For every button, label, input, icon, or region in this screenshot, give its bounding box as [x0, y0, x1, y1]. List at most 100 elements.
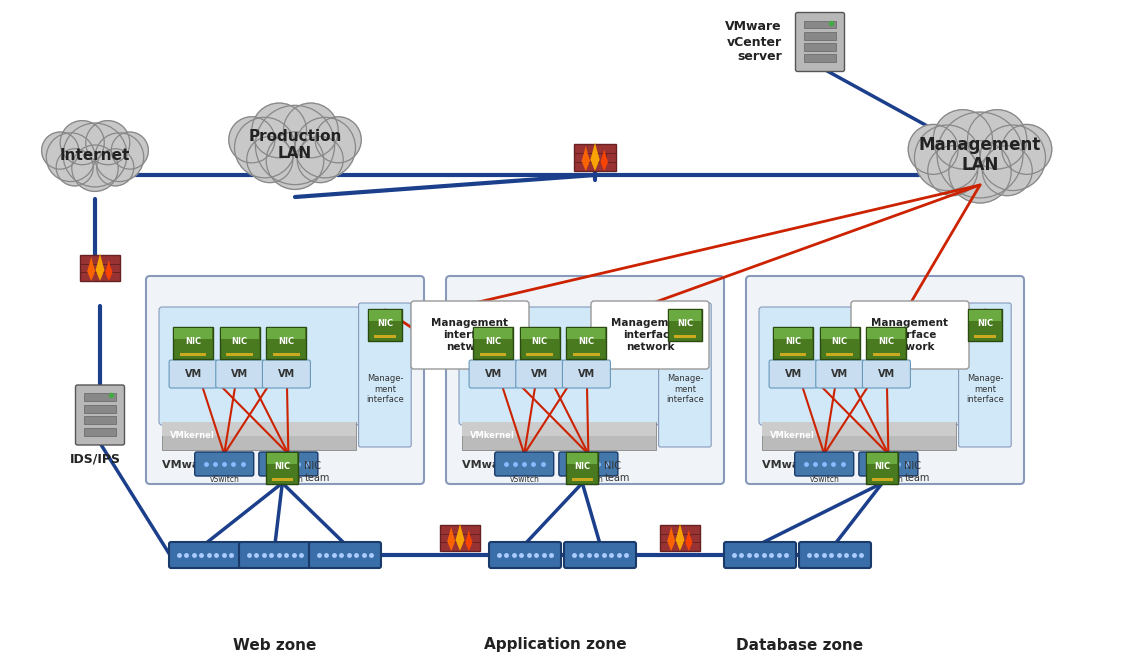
FancyBboxPatch shape [660, 525, 700, 551]
FancyBboxPatch shape [795, 13, 844, 71]
Text: Manage-
ment
interface: Manage- ment interface [666, 374, 704, 404]
FancyBboxPatch shape [459, 307, 659, 425]
FancyBboxPatch shape [216, 360, 264, 388]
FancyBboxPatch shape [268, 453, 297, 463]
FancyBboxPatch shape [867, 453, 897, 463]
FancyBboxPatch shape [674, 334, 696, 338]
Circle shape [72, 145, 118, 191]
Text: VM: VM [485, 369, 502, 379]
Text: Production
LAN: Production LAN [248, 129, 342, 162]
Text: Manage-
ment
interface: Manage- ment interface [366, 374, 404, 404]
Circle shape [63, 123, 127, 187]
FancyBboxPatch shape [368, 310, 400, 320]
FancyBboxPatch shape [411, 301, 529, 369]
FancyBboxPatch shape [820, 328, 859, 338]
Circle shape [267, 132, 324, 189]
Polygon shape [581, 146, 590, 171]
Text: Manage-
ment
interface: Manage- ment interface [966, 374, 1003, 404]
Text: Management
interface
network: Management interface network [431, 318, 508, 352]
Text: vSwitch: vSwitch [509, 475, 539, 483]
FancyBboxPatch shape [573, 353, 599, 356]
Text: vSwitch: vSwitch [273, 475, 303, 483]
FancyBboxPatch shape [866, 452, 898, 484]
FancyBboxPatch shape [162, 422, 357, 450]
FancyBboxPatch shape [273, 353, 300, 356]
Circle shape [97, 149, 134, 186]
FancyBboxPatch shape [669, 310, 701, 320]
FancyBboxPatch shape [567, 453, 597, 463]
FancyBboxPatch shape [746, 276, 1024, 484]
Circle shape [86, 120, 129, 165]
FancyBboxPatch shape [866, 327, 906, 359]
FancyBboxPatch shape [769, 360, 817, 388]
FancyBboxPatch shape [804, 32, 836, 40]
FancyBboxPatch shape [851, 301, 969, 369]
Text: VM: VM [785, 369, 802, 379]
FancyBboxPatch shape [762, 422, 956, 450]
Circle shape [948, 140, 1011, 203]
FancyBboxPatch shape [309, 542, 381, 568]
FancyBboxPatch shape [859, 452, 917, 476]
Polygon shape [466, 530, 472, 551]
Text: NIC: NIC [532, 337, 548, 346]
FancyBboxPatch shape [968, 309, 1002, 341]
Text: VM: VM [578, 369, 595, 379]
Text: VM: VM [832, 369, 849, 379]
FancyBboxPatch shape [462, 422, 657, 436]
Text: VMware ESX: VMware ESX [762, 460, 841, 470]
Text: NIC: NIC [785, 337, 801, 346]
FancyBboxPatch shape [795, 452, 853, 476]
FancyBboxPatch shape [262, 360, 310, 388]
FancyBboxPatch shape [374, 334, 396, 338]
Text: vSwitch: vSwitch [573, 475, 603, 483]
Text: VM: VM [184, 369, 201, 379]
Text: NIC: NIC [232, 337, 248, 346]
FancyBboxPatch shape [85, 416, 116, 424]
Circle shape [61, 120, 104, 165]
FancyBboxPatch shape [974, 334, 996, 338]
Polygon shape [447, 527, 455, 551]
FancyBboxPatch shape [239, 542, 311, 568]
Text: VMkernel: VMkernel [470, 432, 515, 440]
Polygon shape [87, 257, 95, 281]
Text: NIC
team: NIC team [604, 461, 629, 483]
FancyBboxPatch shape [488, 542, 561, 568]
FancyBboxPatch shape [358, 303, 411, 447]
Text: VM: VM [231, 369, 248, 379]
Text: IDS/IPS: IDS/IPS [70, 453, 120, 466]
FancyBboxPatch shape [162, 422, 357, 436]
Text: NIC: NIC [185, 337, 201, 346]
FancyBboxPatch shape [272, 477, 293, 481]
FancyBboxPatch shape [591, 301, 709, 369]
FancyBboxPatch shape [85, 428, 116, 436]
Text: VMware ESX: VMware ESX [462, 460, 540, 470]
Polygon shape [601, 149, 607, 171]
FancyBboxPatch shape [516, 360, 564, 388]
Circle shape [934, 110, 993, 169]
Text: Application zone: Application zone [484, 638, 626, 653]
FancyBboxPatch shape [559, 452, 618, 476]
FancyBboxPatch shape [474, 327, 514, 359]
FancyBboxPatch shape [526, 353, 553, 356]
Polygon shape [667, 527, 675, 551]
Circle shape [229, 117, 275, 163]
Text: VMware
vCenter
server: VMware vCenter server [725, 21, 782, 64]
FancyBboxPatch shape [969, 310, 1001, 320]
FancyBboxPatch shape [804, 21, 836, 28]
Circle shape [235, 117, 295, 178]
Circle shape [284, 103, 339, 158]
FancyBboxPatch shape [873, 353, 899, 356]
FancyBboxPatch shape [85, 404, 116, 412]
FancyBboxPatch shape [194, 452, 254, 476]
FancyBboxPatch shape [774, 328, 812, 338]
Circle shape [111, 132, 149, 169]
FancyBboxPatch shape [267, 327, 307, 359]
FancyBboxPatch shape [173, 327, 213, 359]
Text: VMkernel: VMkernel [770, 432, 815, 440]
FancyBboxPatch shape [724, 542, 796, 568]
FancyBboxPatch shape [440, 525, 480, 551]
FancyBboxPatch shape [159, 307, 359, 425]
Circle shape [928, 146, 978, 196]
Text: NIC: NIC [677, 319, 693, 328]
FancyBboxPatch shape [368, 309, 402, 341]
